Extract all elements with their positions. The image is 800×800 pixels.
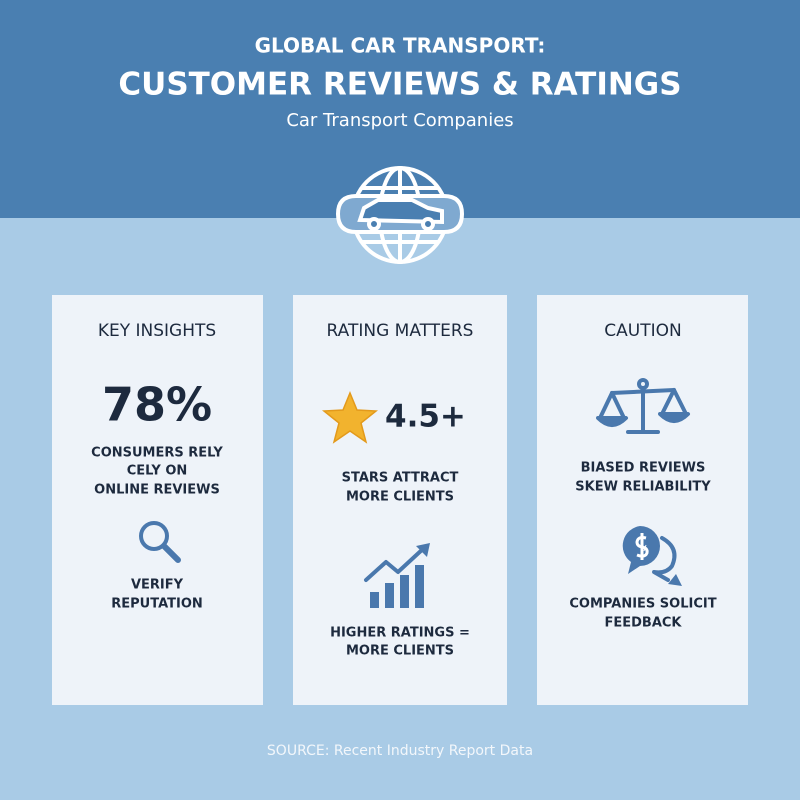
stat-line: ONLINE REVIEWS [94, 483, 220, 498]
card [52, 295, 263, 705]
growth-chart-icon [364, 543, 430, 608]
card [537, 295, 748, 705]
magnifier-icon [139, 521, 181, 563]
item-line: FEEDBACK [604, 616, 682, 631]
item-line: MORE CLIENTS [346, 644, 454, 659]
title-line: CUSTOMER REVIEWS & RATINGS [118, 67, 681, 103]
source-note: SOURCE: Recent Industry Report Data [267, 743, 533, 759]
stat-line: BIASED REVIEWS [581, 461, 706, 476]
card-title: KEY INSIGHTS [98, 321, 216, 341]
item-line: REPUTATION [111, 597, 203, 612]
card-title: RATING MATTERS [327, 321, 474, 341]
title-line: GLOBAL CAR TRANSPORT: [255, 34, 546, 58]
stat: 78% [102, 378, 212, 432]
stat-line: STARS ATTRACT [342, 471, 459, 486]
stat-line: CONSUMERS RELY [91, 446, 223, 461]
card [293, 295, 507, 705]
stat-line: CELY ON [127, 464, 188, 479]
card-title: CAUTION [604, 321, 681, 341]
stat-line: MORE CLIENTS [346, 490, 454, 505]
item-line: COMPANIES SOLICIT [569, 597, 716, 612]
scales-icon [596, 378, 690, 434]
stat-line: SKEW RELIABILITY [575, 480, 711, 495]
globe-car-icon [335, 166, 465, 264]
item-line: VERIFY [131, 578, 184, 593]
stat: 4.5+ [385, 399, 466, 435]
subtitle: Car Transport Companies [286, 110, 513, 131]
star-icon [321, 391, 379, 444]
cards [52, 295, 748, 705]
item-line: HIGHER RATINGS = [330, 626, 470, 641]
feedback-icon [622, 526, 682, 586]
